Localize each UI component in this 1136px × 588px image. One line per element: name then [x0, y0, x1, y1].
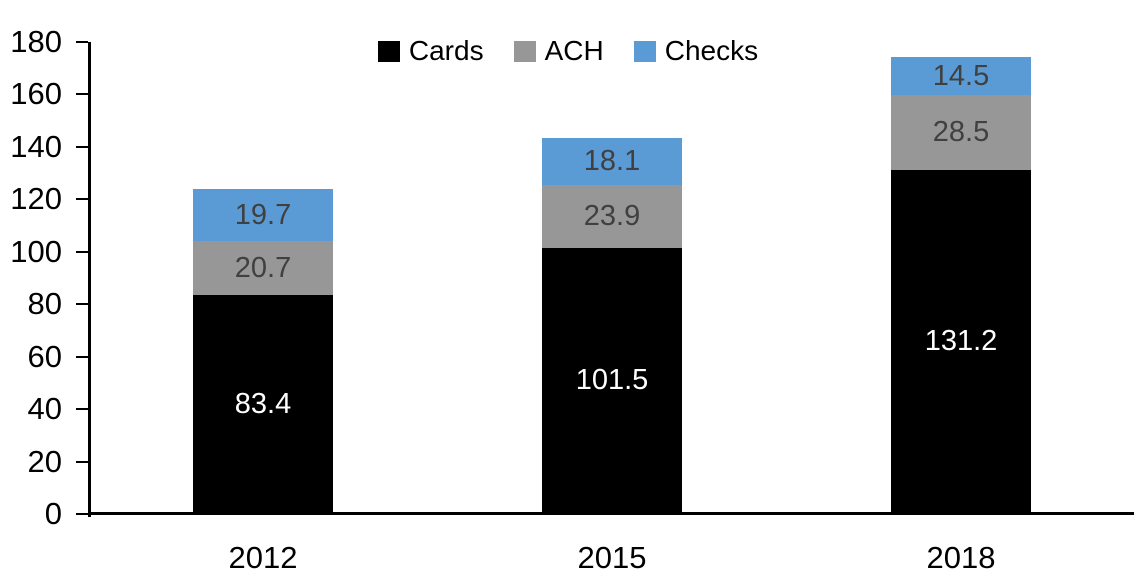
y-axis-tick	[76, 250, 88, 253]
legend-item-cards: Cards	[377, 35, 484, 66]
y-axis-line	[88, 42, 91, 517]
bar-value-label: 20.7	[234, 251, 292, 284]
y-axis-label: 60	[27, 338, 62, 374]
y-axis-tick	[76, 355, 88, 358]
x-axis-label: 2015	[577, 540, 647, 575]
y-axis-label: 180	[10, 24, 62, 59]
x-axis-label: 2012	[228, 540, 298, 575]
y-axis-label: 20	[27, 443, 62, 479]
bar-segment-ach: 28.5	[891, 95, 1031, 170]
legend-swatch-cards-icon	[377, 40, 400, 62]
bar-segment-ach: 23.9	[542, 185, 682, 248]
y-axis-label: 100	[10, 233, 62, 269]
y-axis-tick	[76, 460, 88, 463]
y-axis-label: 0	[44, 496, 62, 531]
y-axis-tick	[76, 145, 88, 148]
y-axis-tick	[76, 198, 88, 201]
bar-value-label: 19.7	[234, 198, 292, 231]
bar-segment-cards: 83.4	[193, 295, 333, 514]
y-axis-tick	[76, 408, 88, 411]
bar-value-label: 28.5	[932, 116, 990, 149]
y-axis-label: 80	[27, 286, 62, 322]
y-axis-tick	[76, 513, 88, 515]
bar-value-label: 18.1	[583, 144, 641, 177]
legend-item-ach: ACH	[513, 35, 604, 66]
legend-item-checks: Checks	[633, 35, 759, 66]
y-axis-tick	[76, 93, 88, 96]
legend-label: Checks	[664, 35, 759, 66]
bar-segment-checks: 19.7	[193, 189, 333, 242]
y-axis-tick	[76, 41, 88, 43]
bar-segment-cards: 101.5	[542, 247, 682, 514]
bar-segment-cards: 131.2	[891, 169, 1031, 514]
legend-swatch-ach-icon	[513, 40, 536, 62]
y-axis-label: 40	[27, 391, 62, 427]
bar-segment-checks: 18.1	[542, 137, 682, 186]
bar-value-label: 83.4	[234, 388, 292, 421]
y-axis-tick	[76, 303, 88, 306]
legend-label: Cards	[408, 35, 484, 66]
bar-segment-ach: 20.7	[193, 241, 333, 296]
bar-value-label: 131.2	[924, 325, 998, 358]
x-axis-label: 2018	[926, 540, 996, 575]
y-axis-label: 140	[10, 128, 62, 164]
bar-segment-checks: 14.5	[891, 57, 1031, 96]
legend-swatch-checks-icon	[633, 40, 656, 62]
bar-value-label: 23.9	[583, 200, 641, 232]
y-axis-label: 120	[10, 181, 62, 217]
legend-label: ACH	[544, 35, 604, 66]
bar-value-label: 101.5	[575, 364, 649, 397]
y-axis-label: 160	[10, 76, 62, 112]
bar-value-label: 14.5	[932, 59, 990, 92]
